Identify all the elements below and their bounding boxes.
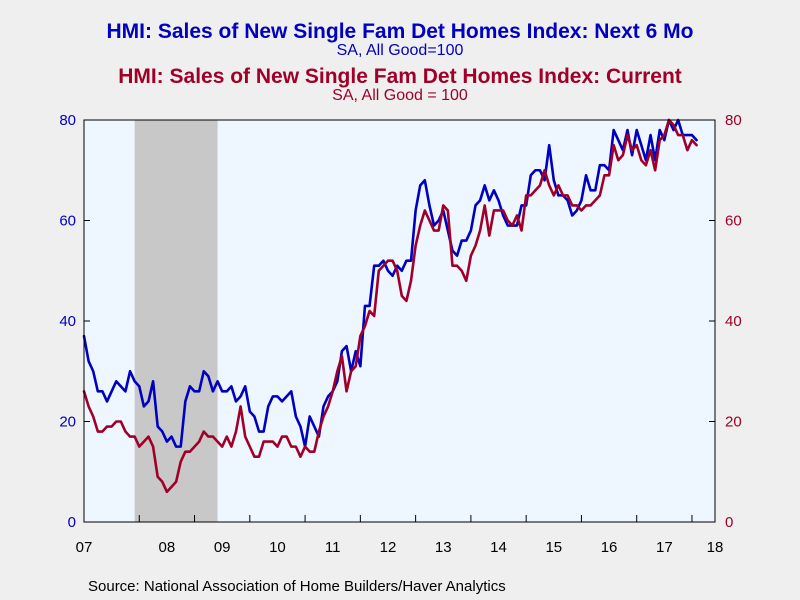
x-tick-label: 18 [707,539,724,556]
y-tick-label-right: 60 [725,213,742,230]
x-tick-label: 07 [76,539,93,556]
y-tick-label-left: 40 [59,313,76,330]
x-tick-label: 08 [159,539,176,556]
source-note: Source: National Association of Home Bui… [88,578,506,595]
x-tick-label: 12 [380,539,397,556]
chart-title-current: HMI: Sales of New Single Fam Det Homes I… [118,65,682,88]
y-tick-label-right: 0 [725,514,733,531]
y-tick-label-right: 80 [725,112,742,129]
y-tick-label-left: 20 [59,414,76,431]
x-tick-label: 16 [601,539,618,556]
x-tick-label: 17 [656,539,673,556]
y-tick-label-left: 80 [59,112,76,129]
x-tick-label: 11 [325,539,341,556]
y-tick-label-right: 20 [725,414,742,431]
series-line-current [82,118,698,494]
series-line-next6mo [82,118,698,448]
chart-subtitle-next6mo: SA, All Good=100 [336,42,464,59]
x-tick-label: 15 [545,539,562,556]
y-tick-label-left: 60 [59,213,76,230]
chart-title-next6mo: HMI: Sales of New Single Fam Det Homes I… [106,20,694,43]
x-tick-label: 09 [214,539,231,556]
x-tick-label: 14 [490,539,507,556]
recession-band [134,120,218,522]
y-tick-label-left: 0 [68,514,76,531]
y-tick-label-right: 40 [725,313,742,330]
x-tick-label: 10 [269,539,286,556]
chart-subtitle-current: SA, All Good = 100 [332,87,468,104]
x-tick-label: 13 [435,539,452,556]
line-chart: 0 0 20 20 40 40 60 60 80 80 07 08 09 10 11 12 13 14 15 16 17… [59,112,742,556]
